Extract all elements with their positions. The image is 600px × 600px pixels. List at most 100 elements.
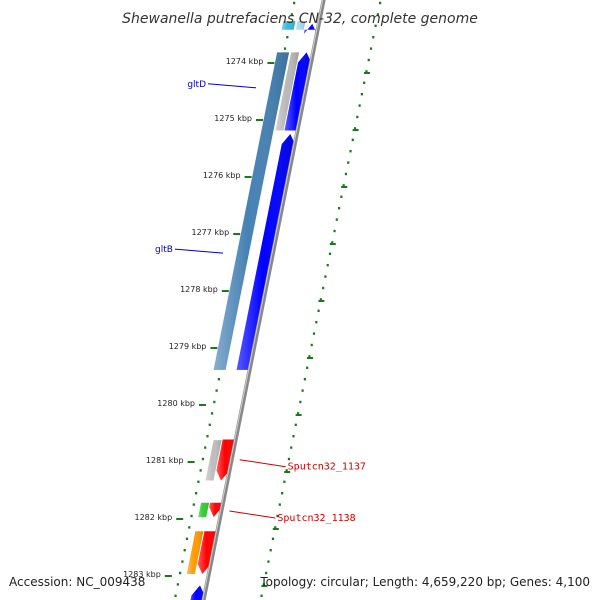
gene-label[interactable]: gltD: [187, 80, 206, 90]
dot-ring-outer-dot: [262, 583, 265, 586]
dot-ring-outer-dot: [274, 526, 277, 529]
dot-ring-outer-dot: [379, 1, 382, 5]
gene-label-leader: [229, 510, 276, 519]
kbp-label: 1278 kbp: [180, 285, 218, 294]
kbp-label: 1277 kbp: [191, 228, 229, 237]
dot-ring-outer-dot: [349, 150, 352, 153]
kbp-label: 1279 kbp: [169, 342, 207, 351]
feature-tracks: [186, 21, 318, 600]
dot-ring-outer-dot: [333, 229, 336, 233]
gene-labels: gltD gltB Sputcn32_1137 Sputcn32_1138: [155, 80, 366, 524]
dot-ring-outer-dot: [367, 58, 370, 62]
dot-ring-outer-dot: [303, 378, 306, 381]
dot-ring-outer-dot: [363, 81, 366, 84]
dot-ring-inner-dot: [204, 446, 207, 449]
dot-ring-outer-dot: [265, 571, 268, 575]
backbone-highlight: [202, 0, 324, 600]
dot-ring-inner-dot: [215, 389, 218, 392]
dot-ring-inner-dot: [185, 537, 189, 540]
dot-ring-outer-dot: [294, 423, 297, 426]
dot-ring-outer-dot: [335, 218, 338, 221]
dot-ring-inner-dot: [197, 480, 200, 483]
inner-feature-shade: [281, 21, 296, 30]
dot-ring-inner-dot: [174, 594, 177, 597]
dot-ring-outer-dot: [324, 275, 327, 278]
dot-ring-outer-dot: [287, 457, 291, 461]
gene-label-leader: [174, 248, 224, 254]
dot-ring-outer-dot: [376, 13, 379, 16]
dot-ring-outer-dot: [312, 332, 316, 335]
hit-feature-shade: [186, 531, 204, 574]
dot-ring-outer-dot: [281, 492, 284, 495]
dot-ring-outer-dot: [351, 138, 354, 141]
dot-ring-outer-dot: [310, 343, 313, 347]
gene-label-leader: [207, 83, 257, 89]
dot-ring-outer-dot: [260, 594, 263, 597]
dot-ring-outer-dot: [326, 264, 329, 267]
dot-ring-outer-dot: [358, 104, 361, 107]
dot-ring-outer-dot: [331, 241, 334, 244]
kbp-label: 1274 kbp: [226, 57, 264, 66]
cds-feature-shade: [197, 531, 218, 574]
dot-ring-inner-dot: [199, 469, 202, 472]
dot-ring-inner-dot: [188, 526, 191, 529]
cds-feature-shade: [209, 502, 224, 517]
gene-label[interactable]: gltB: [155, 245, 173, 255]
dot-ring-outer-dot: [356, 115, 359, 119]
dot-ring-inner-dot: [206, 435, 209, 438]
scale-ticks: 1274 kbp 1275 kbp 1276 kbp 1277 kbp 1278 kbp…: [123, 57, 275, 579]
kbp-label: 1281 kbp: [146, 456, 184, 465]
dot-ring-outer-dot: [322, 286, 325, 290]
dot-ring-inner-dot: [181, 560, 184, 563]
backbone-line: [201, 0, 326, 600]
dot-ring-outer-dot: [317, 309, 320, 312]
dot-ring-outer-dot: [353, 127, 357, 130]
dot-ring-outer-dot: [306, 366, 309, 369]
hit-feature-shade: [198, 502, 210, 517]
gene-label[interactable]: Sputcn32_1137: [288, 462, 366, 473]
dot-ring-outer-dot: [299, 400, 302, 404]
backbone-track: [201, 0, 326, 600]
dot-ring-outer-dot: [296, 412, 300, 415]
dot-ring-outer-dot: [344, 172, 348, 176]
dot-ring-outer-dot: [319, 298, 322, 301]
cds-feature-shade: [303, 23, 318, 34]
dot-ring-outer-dot: [267, 560, 270, 563]
hit-feature-shade: [295, 21, 306, 30]
dot-ring-inner-dot: [176, 583, 179, 586]
kbp-label: 1275 kbp: [214, 114, 252, 123]
kbp-label: 1280 kbp: [157, 399, 195, 408]
dot-ring-outer-dot: [276, 514, 279, 518]
cds-feature-shade: [236, 134, 295, 370]
dot-ring-outer-dot: [285, 469, 288, 472]
dot-ring-inner-dot: [179, 571, 182, 575]
dot-ring-outer-dot: [372, 36, 375, 39]
dot-ring-outer-dot: [290, 446, 293, 449]
dot-ring-inner-dot: [208, 423, 211, 426]
dot-ring-outer-dot: [278, 503, 281, 506]
dot-ring-inner-dot: [213, 400, 216, 404]
dot-ring-inner-dot: [283, 47, 287, 50]
dot-ring-outer-dot: [340, 195, 343, 198]
dot-ring-outer-dot: [269, 549, 272, 552]
dot-ring-outer-dot: [283, 480, 286, 483]
dot-ring-inner-dot: [190, 514, 193, 518]
cds-feature-shade: [284, 52, 312, 131]
inner-feature-shade: [213, 52, 290, 370]
accession-text: Accession: NC_009438: [9, 575, 145, 589]
map-title: Shewanella putrefaciens CN-32, complete …: [122, 11, 478, 27]
dot-ring-outer-dot: [365, 70, 368, 73]
dot-ring-inner-dot: [293, 1, 296, 5]
dot-ring-inner-dot: [290, 13, 293, 16]
dot-ring-inner-dot: [210, 412, 214, 415]
dot-ring-inner-dot: [201, 457, 205, 461]
gene-label[interactable]: Sputcn32_1138: [277, 513, 355, 524]
cds-feature-shade: [190, 585, 205, 600]
gene-label-leader: [239, 459, 286, 468]
dot-ring-outer-dot: [347, 161, 350, 164]
dot-ring-inner-dot: [217, 378, 220, 381]
hit-feature-shade: [275, 52, 300, 131]
dot-ring-outer-dot: [338, 207, 341, 210]
kbp-label: 1283 kbp: [123, 570, 161, 579]
